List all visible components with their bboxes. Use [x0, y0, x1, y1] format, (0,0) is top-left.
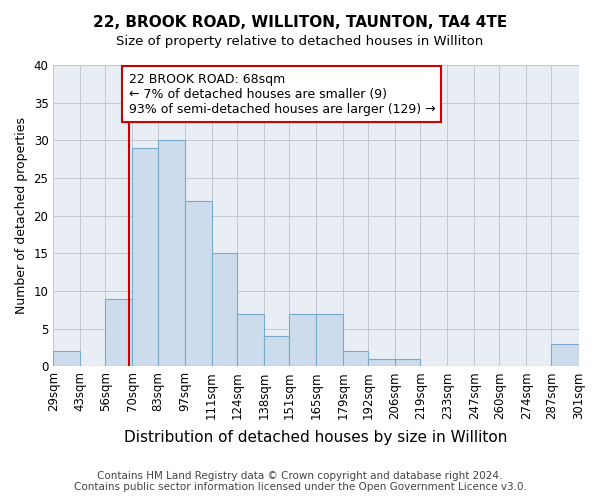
Text: 22, BROOK ROAD, WILLITON, TAUNTON, TA4 4TE: 22, BROOK ROAD, WILLITON, TAUNTON, TA4 4… [93, 15, 507, 30]
Bar [133, 148, 158, 366]
Text: 22 BROOK ROAD: 68sqm
← 7% of detached houses are smaller (9)
93% of semi-detache: 22 BROOK ROAD: 68sqm ← 7% of detached ho… [128, 72, 435, 116]
Bar [53, 352, 80, 366]
X-axis label: Distribution of detached houses by size in Williton: Distribution of detached houses by size … [124, 430, 508, 445]
Bar [185, 200, 212, 366]
Bar [158, 140, 185, 366]
Bar [551, 344, 578, 366]
Y-axis label: Number of detached properties: Number of detached properties [15, 117, 28, 314]
Bar [264, 336, 289, 366]
Bar [106, 298, 133, 366]
Bar [395, 359, 420, 366]
Bar [343, 352, 368, 366]
Bar [316, 314, 343, 366]
Bar [368, 359, 395, 366]
Bar [212, 254, 237, 366]
Text: Contains HM Land Registry data © Crown copyright and database right 2024.
Contai: Contains HM Land Registry data © Crown c… [74, 471, 526, 492]
Text: Size of property relative to detached houses in Williton: Size of property relative to detached ho… [116, 35, 484, 48]
Bar [237, 314, 264, 366]
Bar [289, 314, 316, 366]
